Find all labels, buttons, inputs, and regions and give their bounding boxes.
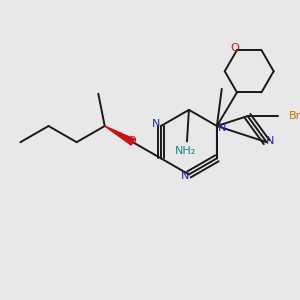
Text: NH₂: NH₂ [176,146,197,156]
Text: Br: Br [289,111,300,121]
Text: N: N [266,136,275,146]
Text: N: N [218,123,226,133]
Text: O: O [128,136,136,146]
Text: O: O [231,43,239,53]
Text: N: N [181,171,189,182]
Text: N: N [152,119,160,129]
Polygon shape [105,126,135,145]
